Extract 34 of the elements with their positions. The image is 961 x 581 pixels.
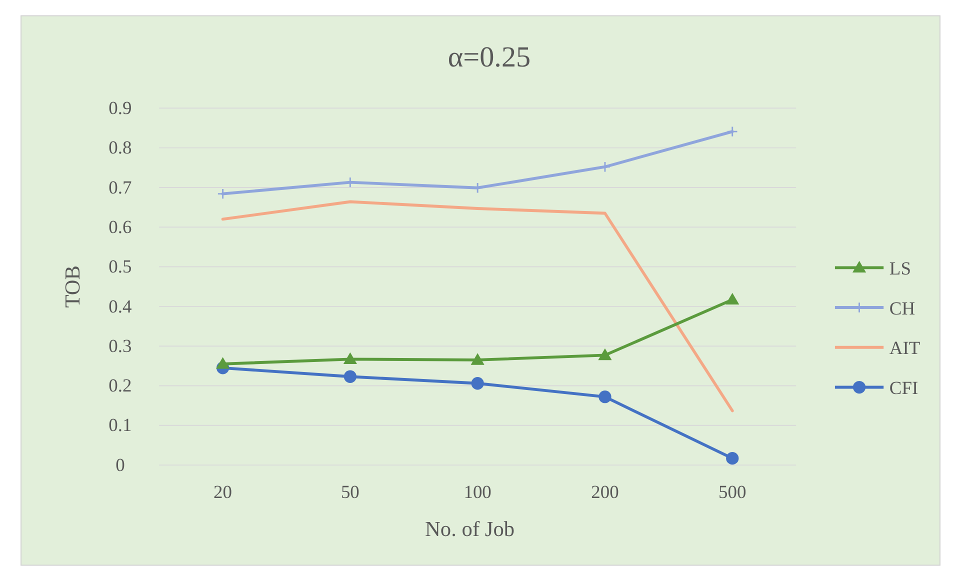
x-tick-label: 100 bbox=[464, 482, 492, 502]
legend-label: CH bbox=[889, 298, 916, 318]
point bbox=[344, 370, 357, 383]
point bbox=[726, 126, 738, 138]
y-tick-label: 0.5 bbox=[108, 256, 132, 277]
legend-label: CFI bbox=[889, 378, 918, 398]
x-axis-title: No. of Job bbox=[424, 517, 515, 542]
y-tick-label: 0.4 bbox=[108, 296, 132, 316]
point bbox=[470, 353, 484, 365]
point bbox=[343, 352, 357, 364]
y-tick-label: 0.1 bbox=[108, 415, 132, 436]
point bbox=[598, 390, 612, 404]
point bbox=[726, 292, 740, 305]
y-tick-label: 0.9 bbox=[108, 98, 132, 118]
y-axis-title: TOB bbox=[60, 265, 84, 308]
y-tick-label: 0 bbox=[116, 454, 125, 475]
x-tick-label: 20 bbox=[214, 482, 232, 502]
point bbox=[598, 348, 612, 360]
legend-label: LS bbox=[889, 258, 911, 278]
line-series bbox=[221, 200, 734, 412]
point bbox=[471, 377, 484, 390]
y-tick-label: 0.3 bbox=[108, 336, 132, 356]
y-tick-label: 0.2 bbox=[108, 376, 132, 396]
x-tick-label: 500 bbox=[718, 482, 746, 502]
point bbox=[599, 161, 611, 172]
point bbox=[216, 357, 230, 369]
x-tick-label: 200 bbox=[591, 482, 619, 502]
chart-title: α=0.25 bbox=[448, 41, 531, 74]
y-tick-label: 0.6 bbox=[108, 216, 132, 237]
y-tick-label: 0.8 bbox=[108, 138, 132, 158]
y-tick-label: 0.7 bbox=[108, 177, 132, 198]
point bbox=[726, 452, 739, 465]
legend-label: AIT bbox=[889, 338, 920, 358]
x-tick-label: 50 bbox=[340, 482, 360, 502]
